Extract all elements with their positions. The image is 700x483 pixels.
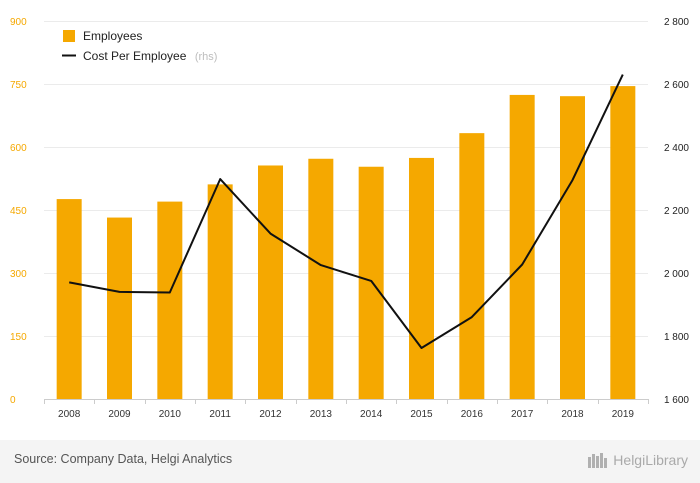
bar-2013: [308, 158, 334, 399]
x-tick-label: 2013: [310, 409, 333, 420]
bars: [56, 86, 636, 400]
x-tick-label: 2015: [410, 409, 433, 420]
bar-2012: [258, 165, 283, 399]
gridlines: [44, 21, 649, 404]
x-tick-label: 2019: [612, 409, 635, 420]
brand-logo: HelgiLibrary: [587, 451, 688, 469]
legend-label-cost-suffix: (rhs): [195, 51, 218, 63]
x-tick-label: 2018: [561, 409, 584, 420]
library-icon: [588, 453, 608, 468]
right-tick-label: 1 800: [664, 332, 689, 343]
legend-swatch-employees: [63, 30, 75, 42]
left-tick-label: 750: [10, 80, 27, 91]
left-tick-label: 600: [10, 143, 27, 154]
legend-label-cost: Cost Per Employee (rhs): [83, 47, 217, 64]
x-tick-label: 2017: [511, 409, 534, 420]
x-tick-label: 2011: [209, 409, 231, 420]
bar-2009: [107, 217, 132, 399]
bar-2016: [459, 133, 485, 399]
legend-label-cost-name: Cost Per Employee: [83, 49, 187, 63]
bar-2008: [56, 199, 82, 399]
right-tick-label: 2 200: [664, 206, 689, 217]
x-tick-label: 2010: [159, 409, 182, 420]
source-text: Source: Company Data, Helgi Analytics: [14, 452, 233, 466]
left-tick-label: 150: [10, 332, 27, 343]
x-axis-ticks: 2008 2009 2010 2011 2012 2013 2014 2015 2016 2017…: [58, 409, 634, 420]
chart-area: 0 150 300 450 600 750 900 1 600 1 800 2 000 2 200…: [10, 17, 689, 420]
x-tick-label: 2008: [58, 409, 81, 420]
right-tick-label: 2 000: [664, 269, 689, 280]
brand-name: HelgiLibrary: [613, 452, 688, 468]
x-tick-label: 2014: [360, 409, 383, 420]
left-tick-label: 900: [10, 17, 27, 28]
cost-per-employee-line: [69, 74, 624, 349]
bar-2017: [509, 94, 535, 400]
bar-2019: [610, 86, 636, 399]
right-tick-label: 2 400: [664, 143, 689, 154]
left-tick-label: 300: [10, 269, 27, 280]
footer: Source: Company Data, Helgi Analytics He…: [0, 440, 700, 483]
bar-2011: [207, 184, 233, 399]
x-tick-label: 2009: [108, 409, 131, 420]
bar-2018: [560, 96, 585, 400]
cost-line: [69, 74, 624, 349]
left-tick-label: 0: [10, 395, 16, 406]
bar-2010: [157, 201, 183, 399]
right-tick-label: 2 800: [664, 17, 689, 28]
right-tick-label: 1 600: [664, 395, 689, 406]
left-tick-label: 450: [10, 206, 27, 217]
left-axis-ticks: 0 150 300 450 600 750 900: [10, 17, 27, 406]
legend: Employees Cost Per Employee (rhs): [62, 29, 217, 64]
chart-svg: 0 150 300 450 600 750 900 1 600 1 800 2 000 2 200…: [10, 17, 689, 420]
right-axis-ticks: 1 600 1 800 2 000 2 200 2 400 2 600 2 800: [664, 17, 689, 406]
bar-2015: [409, 157, 434, 399]
x-tick-label: 2016: [461, 409, 484, 420]
x-tick-label: 2012: [259, 409, 282, 420]
right-tick-label: 2 600: [664, 80, 689, 91]
legend-label-employees: Employees: [83, 29, 142, 43]
bar-2014: [358, 166, 384, 399]
